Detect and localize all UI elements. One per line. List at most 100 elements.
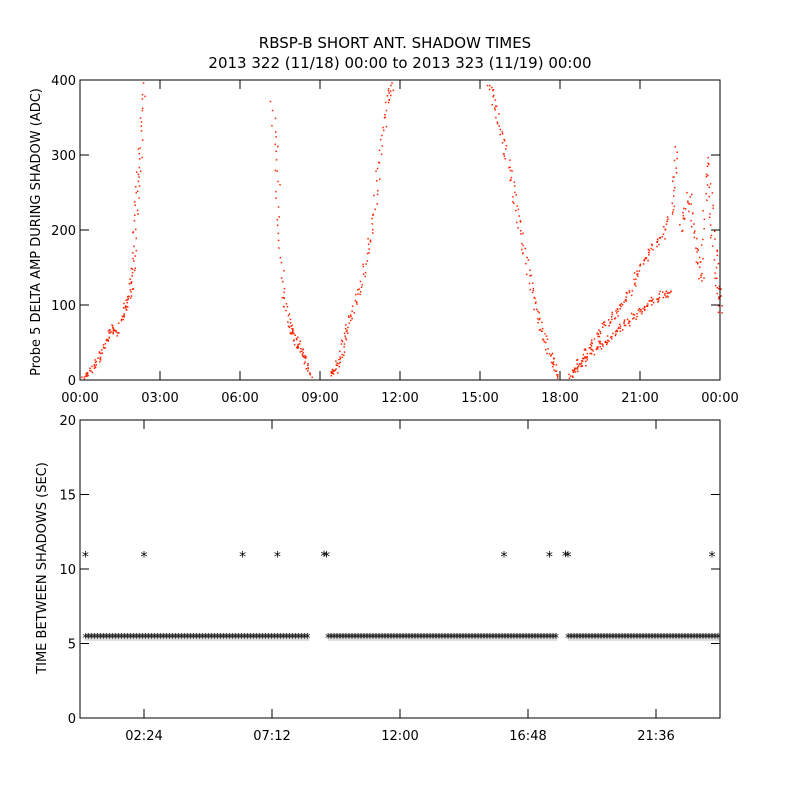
amp-point [130,291,132,293]
amp-point [716,287,718,289]
amp-point [573,367,576,369]
amp-point [643,260,645,262]
amp-point [307,367,309,370]
shadow-baseline-point: * [508,631,514,645]
shadow-baseline-point: * [133,631,139,645]
shadow-baseline-point: * [160,631,166,645]
amp-point [131,275,133,277]
amp-point [591,342,593,345]
shadow-baseline-point: * [583,631,589,645]
amp-point [619,323,621,326]
amp-point [623,324,626,327]
amp-point [526,256,528,259]
amp-point [522,252,524,254]
amp-point [591,339,593,341]
amp-point [707,162,709,164]
amp-point [373,194,375,197]
amp-point [124,307,127,309]
amp-point [657,300,660,302]
amp-point [608,325,610,327]
amp-point [649,299,651,302]
shadow-baseline-point: * [466,631,472,645]
amp-point [638,270,641,272]
shadow-baseline-point: * [703,631,709,645]
amp-point [343,346,345,348]
amp-point [599,346,601,348]
amp-point [527,259,530,261]
amp-point [599,330,601,333]
amp-point [127,299,129,301]
amp-point [387,101,390,104]
amp-point [718,304,721,307]
amp-point [713,259,716,261]
amp-point [706,184,709,186]
amp-point [111,324,113,326]
amp-point [617,326,620,329]
amp-point [305,368,308,370]
shadow-baseline-point: * [649,631,655,645]
amp-point [636,273,638,276]
amp-point [498,125,500,127]
shadow-baseline-point: * [451,631,457,645]
amp-panel: 00:00 03:00 06:00 09:00 12:00 15:00 18:00 21:00… [29,74,739,406]
amp-point [372,229,374,231]
amp-point [515,209,517,212]
amp-point [659,237,661,239]
shadow-baseline-point: * [112,631,118,645]
amp-point [99,358,101,360]
amp-point [343,351,346,353]
amp-point [280,277,283,279]
amp-point [515,194,517,196]
amp-point [604,340,607,343]
amp-point [664,228,667,230]
amp-point [107,330,110,332]
amp-point [555,370,558,372]
amp-point [705,176,708,178]
amp-point [623,322,625,324]
amp-point [604,324,607,327]
shadow-baseline-point: * [151,631,157,645]
amp-point [597,333,600,335]
amp-point [302,348,305,350]
shadow-baseline-point: * [142,631,148,645]
amp-point [603,323,605,326]
amp-point [696,251,698,253]
shadow-baseline-point: * [139,631,145,645]
shadow-baseline-point: * [262,631,268,645]
amp-point [99,361,101,363]
amp-point [131,288,134,290]
amp-point [296,347,298,349]
shadow-baseline-point: * [337,631,343,645]
amp-point [141,93,144,96]
amp-point [116,335,118,337]
amp-point [134,255,136,257]
amp-point [501,131,503,133]
amp-point [283,291,285,294]
amp-point [100,349,103,351]
amp-point [391,82,393,84]
amp-point [585,364,587,367]
shadow-baseline-point: * [490,631,496,645]
shadow-baseline-point: * [154,631,160,645]
amp-point [296,345,299,348]
shadow-baseline-point: * [658,631,664,645]
amp-x-tick-label: 15:00 [461,391,498,406]
shadow-baseline-point: * [655,631,661,645]
amp-point [644,257,647,259]
amp-point [494,109,496,111]
shadow-baseline-point: * [208,631,214,645]
shadow-baseline-point: * [700,631,706,645]
amp-point [575,367,578,370]
amp-point [718,285,721,288]
amp-point [692,212,694,215]
amp-point [580,362,583,364]
amp-point [578,363,581,365]
amp-point [590,348,592,351]
amp-point [683,217,686,220]
amp-point [658,296,661,299]
shadow-baseline-point: * [106,631,112,645]
amp-point [577,366,579,368]
shadow-baseline-band [328,632,558,641]
amp-point [670,291,672,293]
amp-point [495,116,497,119]
